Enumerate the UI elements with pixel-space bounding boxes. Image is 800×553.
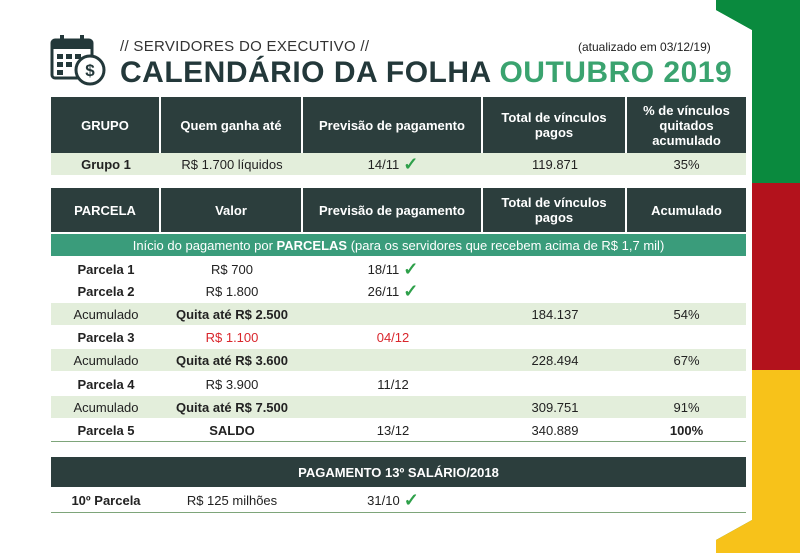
date-text: 26/11 bbox=[367, 283, 400, 299]
check-icon: ✓ bbox=[403, 489, 419, 510]
calendar-money-icon: $ bbox=[50, 35, 106, 86]
cell-valor: R$ 700 bbox=[211, 261, 253, 277]
table-row: Grupo 1 R$ 1.700 líquidos 14/11 ✓ 119.871… bbox=[51, 153, 746, 175]
cell-total: 184.137 bbox=[531, 306, 579, 322]
header-cell: Quem ganha até bbox=[161, 97, 303, 153]
cell-total: 119.871 bbox=[531, 156, 579, 172]
cell-valor: Quita até R$ 2.500 bbox=[176, 306, 288, 322]
cell-total: 340.889 bbox=[531, 422, 579, 438]
cell-acumulado: 91% bbox=[673, 399, 700, 415]
cell-valor: R$ 1.700 líquidos bbox=[181, 156, 283, 172]
cell-previsao: 13/12 bbox=[376, 422, 410, 438]
svg-text:$: $ bbox=[85, 61, 95, 80]
flag-red-band bbox=[768, 183, 800, 370]
cell-valor: Quita até R$ 3.600 bbox=[176, 352, 288, 368]
cell-total: 309.751 bbox=[531, 399, 579, 415]
cell-previsao: 04/12 bbox=[376, 329, 410, 345]
table-bottom-rule bbox=[51, 512, 746, 513]
table-header: PARCELA Valor Previsão de pagamento Tota… bbox=[51, 188, 746, 232]
title-main: CALENDÁRIO DA FOLHA bbox=[120, 56, 491, 89]
cell-acumulado: 35% bbox=[673, 156, 700, 172]
date-text: 31/10 bbox=[367, 492, 400, 508]
header-cell: Total de vínculos pagos bbox=[483, 188, 627, 232]
header-cell: Previsão de pagamento bbox=[303, 97, 483, 153]
header-cell: PAGAMENTO 13º SALÁRIO/2018 bbox=[298, 464, 499, 480]
cell-previsao: 31/10 ✓ bbox=[303, 489, 483, 510]
table-row: Parcela 5 SALDO 13/12 340.889 100% bbox=[51, 419, 746, 441]
parcelas-banner: Início do pagamento por PARCELAS (para o… bbox=[51, 234, 746, 256]
header-cell: % de vínculos quitados acumulado bbox=[643, 102, 730, 148]
table-row: Acumulado Quita até R$ 3.600 228.494 67% bbox=[51, 349, 746, 371]
cell-valor: R$ 1.800 bbox=[205, 283, 259, 299]
cell-grupo: Grupo 1 bbox=[81, 156, 131, 172]
table-header: PAGAMENTO 13º SALÁRIO/2018 bbox=[51, 457, 746, 487]
table-row: Parcela 2 R$ 1.800 26/11 ✓ bbox=[51, 280, 746, 302]
cell-valor: R$ 3.900 bbox=[205, 376, 259, 392]
cell-valor: R$ 1.100 bbox=[205, 329, 259, 345]
table-row: Parcela 4 R$ 3.900 11/12 bbox=[51, 373, 746, 395]
cell-previsao: 14/11 ✓ bbox=[303, 153, 483, 174]
table-row: Parcela 3 R$ 1.100 04/12 bbox=[51, 326, 746, 348]
cell-parcela: 10º Parcela bbox=[71, 492, 141, 508]
cell-valor: Quita até R$ 7.500 bbox=[176, 399, 288, 415]
kicker: // SERVIDORES DO EXECUTIVO // bbox=[120, 38, 370, 55]
flag-edge-overlay bbox=[716, 0, 768, 553]
cell-valor: SALDO bbox=[209, 422, 255, 438]
cell-parcela: Parcela 4 bbox=[77, 376, 135, 392]
updated-date: (atualizado em 03/12/19) bbox=[578, 40, 711, 54]
cell-previsao: 11/12 bbox=[377, 376, 409, 392]
cell-acumulado: 100% bbox=[669, 422, 704, 438]
check-icon: ✓ bbox=[403, 258, 419, 279]
cell-acumulado: 54% bbox=[673, 306, 700, 322]
cell-total: 228.494 bbox=[531, 352, 579, 368]
table-parcelas: PARCELA Valor Previsão de pagamento Tota… bbox=[51, 188, 746, 443]
header-cell: Total de vínculos pagos bbox=[483, 97, 627, 153]
cell-parcela: Acumulado bbox=[73, 306, 139, 322]
table-grupo: GRUPO Quem ganha até Previsão de pagamen… bbox=[51, 97, 746, 177]
cell-previsao: 18/11 ✓ bbox=[303, 258, 483, 279]
cell-parcela: Acumulado bbox=[73, 399, 139, 415]
flag-stripe bbox=[768, 0, 800, 553]
table-row: Parcela 1 R$ 700 18/11 ✓ bbox=[51, 258, 746, 280]
cell-parcela: Acumulado bbox=[73, 352, 139, 368]
date-text: 18/11 bbox=[367, 261, 400, 277]
cell-valor: R$ 125 milhões bbox=[186, 492, 278, 508]
header-cell: Valor bbox=[161, 188, 303, 232]
cell-parcela: Parcela 5 bbox=[77, 422, 135, 438]
cell-parcela: Parcela 3 bbox=[77, 329, 135, 345]
banner-post: (para os servidores que recebem acima de… bbox=[347, 237, 665, 253]
cell-parcela: Parcela 1 bbox=[77, 261, 135, 277]
date-text: 14/11 bbox=[367, 156, 400, 172]
title-month: OUTUBRO 2019 bbox=[499, 56, 733, 89]
table-13-salario: PAGAMENTO 13º SALÁRIO/2018 10º Parcela R… bbox=[51, 457, 746, 517]
check-icon: ✓ bbox=[403, 280, 419, 301]
header-cell: GRUPO bbox=[51, 97, 161, 153]
banner-bold: PARCELAS bbox=[276, 237, 348, 253]
flag-green-band bbox=[768, 0, 800, 183]
cell-parcela: Parcela 2 bbox=[77, 283, 135, 299]
header-cell: Acumulado bbox=[651, 202, 722, 218]
table-bottom-rule bbox=[51, 441, 746, 442]
header-cell: Previsão de pagamento bbox=[303, 188, 483, 232]
table-header: GRUPO Quem ganha até Previsão de pagamen… bbox=[51, 97, 746, 153]
banner-text: Início do pagamento por PARCELAS (para o… bbox=[133, 238, 665, 253]
cell-acumulado: 67% bbox=[673, 352, 700, 368]
banner-mid: por bbox=[254, 237, 277, 253]
table-row: Acumulado Quita até R$ 2.500 184.137 54% bbox=[51, 303, 746, 325]
header-cell: PARCELA bbox=[51, 188, 161, 232]
check-icon: ✓ bbox=[403, 153, 419, 174]
page-title: CALENDÁRIO DA FOLHA OUTUBRO 2019 bbox=[120, 56, 732, 90]
table-row: 10º Parcela R$ 125 milhões 31/10 ✓ bbox=[51, 489, 746, 511]
flag-yellow-band bbox=[768, 370, 800, 553]
banner-pre: Início do pagamento bbox=[132, 237, 255, 253]
table-row: Acumulado Quita até R$ 7.500 309.751 91% bbox=[51, 396, 746, 418]
cell-previsao: 26/11 ✓ bbox=[303, 280, 483, 301]
